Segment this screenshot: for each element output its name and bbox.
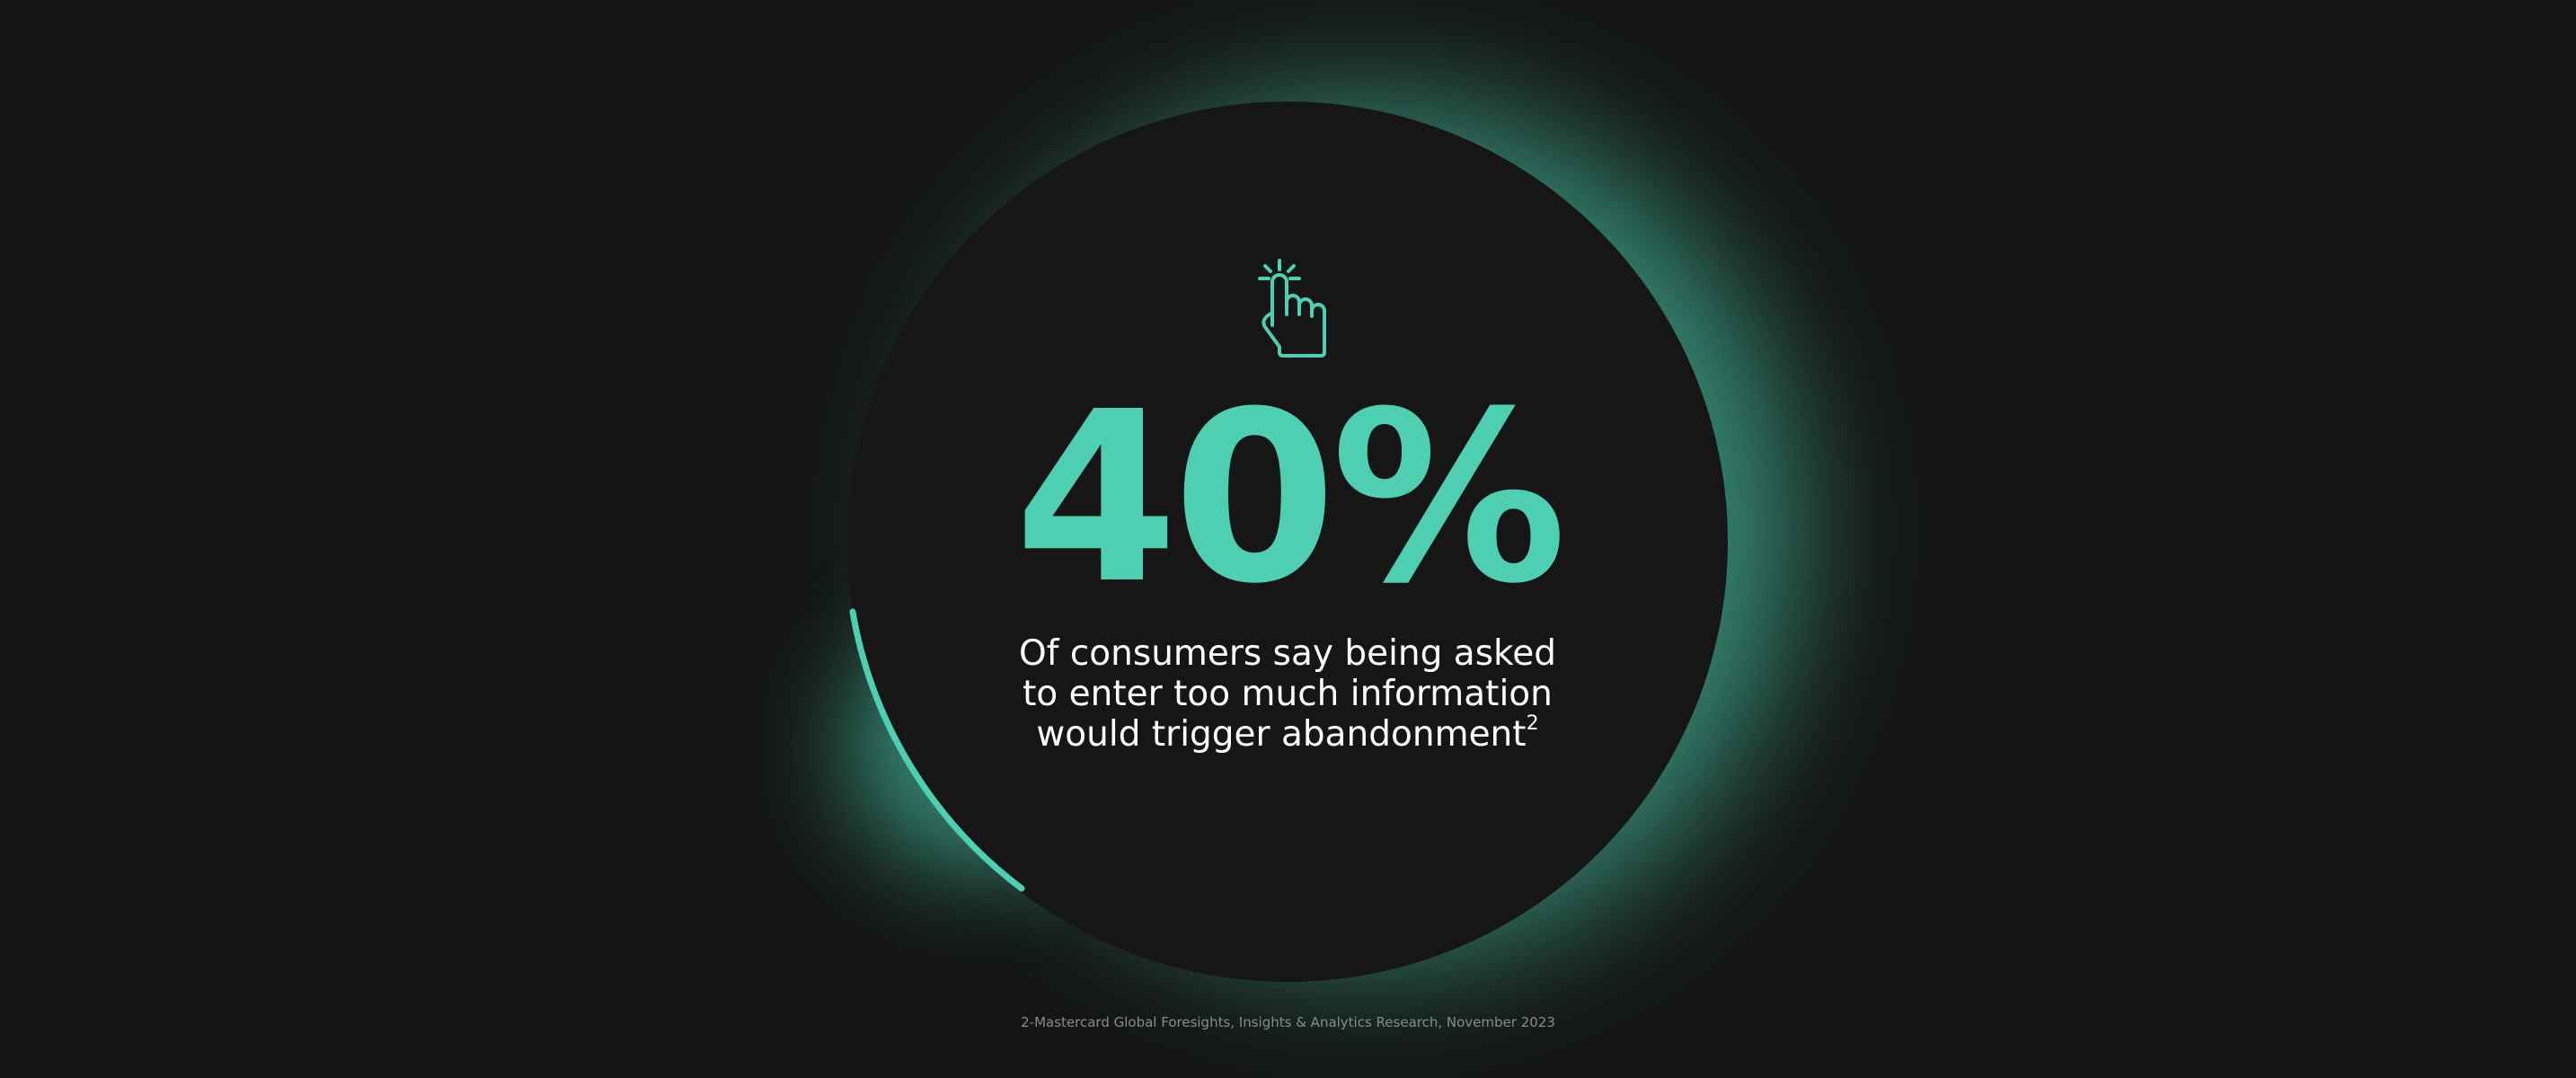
stat-value: 40%: [1014, 361, 1567, 635]
stat-description: Of consumers say being asked to enter to…: [1018, 633, 1557, 755]
dark-circle: [847, 102, 1728, 982]
footnote: 2-Mastercard Global Foresights, Insights…: [1021, 1014, 1555, 1030]
hand-pointer-tap-icon: [1258, 259, 1326, 358]
progress-arc: [849, 608, 1025, 892]
footnote-reference: 2: [1526, 712, 1539, 735]
description-text: Of consumers say being asked to enter to…: [1019, 633, 1556, 755]
